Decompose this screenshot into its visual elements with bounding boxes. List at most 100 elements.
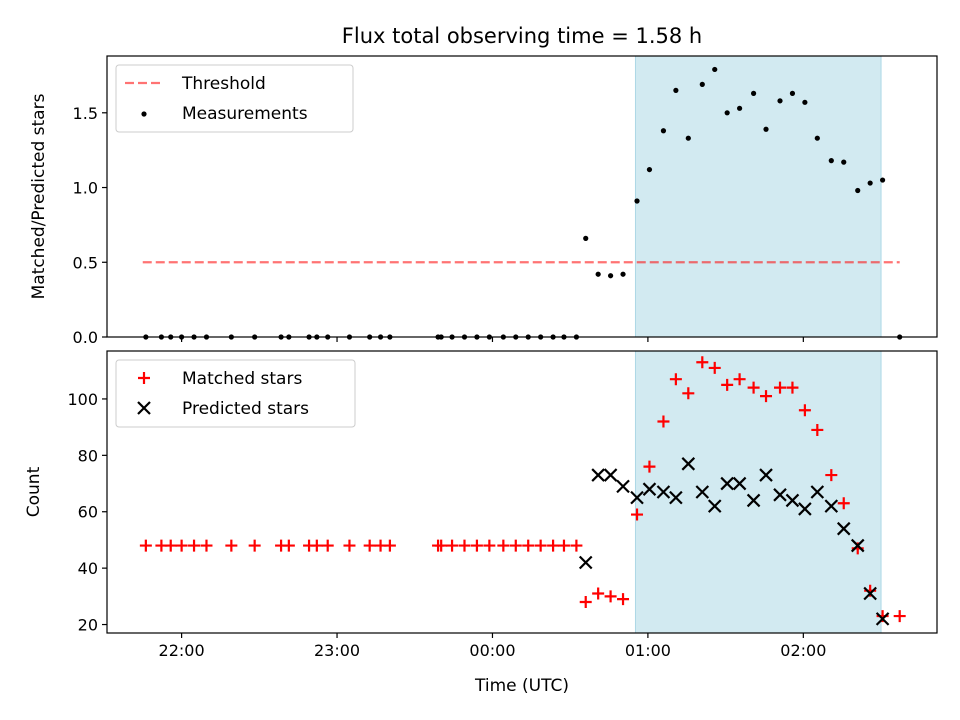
matched-stars-point: [470, 539, 483, 552]
predicted-stars-point: [836, 521, 851, 536]
predicted-stars-point: [642, 482, 657, 496]
matched-stars-point: [446, 539, 459, 552]
observing-interval-shade: [634, 350, 882, 634]
measurement-point: [620, 271, 626, 277]
matched-stars-point: [837, 497, 850, 510]
matched-stars-point: [483, 539, 496, 552]
y-axis-label: Matched/Predicted stars: [29, 93, 49, 299]
matched-stars-point: [657, 415, 670, 428]
predicted-stars-point: [863, 586, 877, 601]
legend-box: [115, 359, 356, 428]
legend-label: Predicted stars: [182, 399, 309, 419]
legend-label: Matched stars: [182, 369, 302, 389]
measurement-point: [763, 126, 769, 132]
matched-stars-point: [175, 539, 188, 552]
matched-stars-point: [497, 539, 510, 552]
predicted-stars-point: [578, 555, 593, 570]
matched-stars-point: [579, 595, 592, 608]
legend: Matched stars Predicted stars: [115, 359, 356, 428]
measurement-point: [607, 273, 614, 279]
matched-stars-point: [225, 539, 238, 552]
matched-stars-point: [248, 539, 261, 552]
y-tick-label: 60: [78, 503, 98, 522]
matched-stars-point: [435, 539, 448, 552]
measurement-point: [712, 66, 718, 73]
y-tick-label: 80: [78, 446, 98, 465]
matched-stars-point: [617, 593, 630, 606]
matched-stars-point: [669, 373, 682, 386]
bottom-panel: 22:00 23:00 00:00 01:00 02:00 20 40 60 80 100 Coun…: [24, 350, 938, 660]
matched-stars-point: [592, 587, 605, 600]
matched-stars-point: [164, 539, 177, 552]
measurement-point: [841, 159, 847, 165]
measurement-point: [737, 105, 743, 111]
matched-stars-point: [557, 539, 570, 552]
predicted-stars-point: [681, 457, 696, 471]
measurement-point: [777, 98, 783, 104]
matched-stars-point: [696, 356, 709, 369]
matched-stars-point: [188, 539, 201, 552]
axes-frame: [106, 350, 938, 634]
matched-stars-point: [760, 390, 773, 403]
legend-measurement-swatch: [141, 111, 147, 117]
predicted-stars-point: [850, 538, 865, 553]
predicted-stars-point: [810, 485, 825, 499]
matched-stars-point: [682, 387, 695, 400]
measurement-point: [673, 87, 679, 93]
predicted-stars-point: [824, 499, 839, 513]
matched-stars-point: [708, 361, 721, 374]
matched-stars-point: [631, 508, 644, 521]
y-tick-label: 20: [78, 616, 98, 635]
x-tick-label: 02:00: [780, 641, 826, 660]
measurement-point: [867, 180, 873, 186]
measurement-point: [750, 90, 757, 96]
matched-stars-point: [893, 610, 906, 623]
legend-matched-swatch: [138, 372, 150, 384]
legend-predicted-swatch: [137, 401, 151, 415]
legend: Threshold Measurements: [115, 64, 354, 133]
matched-stars-point: [643, 460, 656, 473]
matched-stars-point: [774, 381, 787, 394]
matched-stars-point: [811, 423, 824, 436]
matched-stars-point: [786, 381, 799, 394]
measurement-point: [595, 271, 601, 277]
legend-box: [115, 64, 354, 133]
y-tick-label: 0.5: [73, 253, 98, 272]
observing-interval-shade: [634, 55, 882, 338]
matched-stars-point: [522, 539, 535, 552]
predicted-stars-point: [798, 502, 812, 516]
predicted-stars-point: [720, 476, 734, 491]
predicted-stars-point: [746, 493, 761, 508]
chart-title: Flux total observing time = 1.58 h: [342, 24, 702, 48]
x-axis-label: Time (UTC): [474, 676, 569, 696]
legend-label: Threshold: [181, 74, 266, 94]
matched-stars-point: [604, 590, 617, 603]
predicted-stars-point: [630, 490, 644, 505]
matched-stars-point: [458, 539, 471, 552]
measurement-point: [814, 135, 820, 141]
matched-stars-point: [547, 539, 560, 552]
matched-stars-point: [343, 539, 356, 552]
predicted-stars-point: [616, 479, 630, 494]
measurement-point: [699, 81, 705, 87]
matched-stars-point: [570, 539, 583, 552]
matched-stars-point: [383, 539, 396, 552]
matched-stars-point: [310, 539, 323, 552]
measurement-point: [724, 110, 730, 116]
predicted-stars-point: [591, 468, 605, 482]
matched-stars-point: [747, 381, 760, 394]
predicted-stars-point: [875, 612, 890, 626]
predicted-stars-point: [669, 490, 683, 505]
predicted-stars-point: [695, 485, 710, 499]
measurement-point: [660, 128, 667, 134]
matched-stars-point: [200, 539, 213, 552]
predicted-stars-point: [707, 499, 722, 513]
matched-stars-point: [321, 539, 334, 552]
matched-stars-point: [733, 373, 746, 386]
predicted-stars-point: [773, 488, 787, 502]
matched-stars-point: [798, 404, 811, 417]
matched-stars-point: [509, 539, 522, 552]
y-tick-label: 1.0: [73, 179, 98, 198]
y-tick-label: 1.5: [73, 104, 98, 123]
